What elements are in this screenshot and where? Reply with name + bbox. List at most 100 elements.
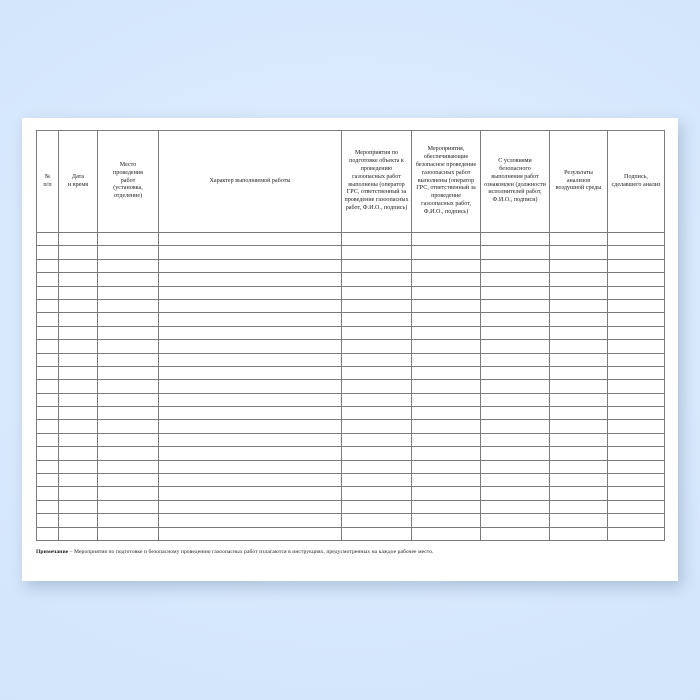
table-cell-safety_measures[interactable] bbox=[411, 365, 481, 381]
table-cell-no[interactable] bbox=[36, 459, 59, 475]
table-cell-place[interactable] bbox=[97, 285, 159, 300]
table-cell-analyst_signature[interactable] bbox=[607, 419, 665, 434]
table-cell-safety_measures[interactable] bbox=[411, 432, 481, 448]
table-cell-air_analysis[interactable] bbox=[549, 245, 608, 260]
table-cell-work_nature[interactable] bbox=[158, 379, 342, 394]
table-cell-safety_measures[interactable] bbox=[411, 258, 481, 274]
table-cell-briefing[interactable] bbox=[480, 272, 550, 287]
table-cell-preparation[interactable] bbox=[341, 365, 412, 381]
table-cell-date_time[interactable] bbox=[58, 473, 98, 488]
table-row[interactable] bbox=[36, 419, 665, 434]
table-cell-analyst_signature[interactable] bbox=[607, 513, 665, 528]
table-cell-safety_measures[interactable] bbox=[411, 231, 481, 247]
table-cell-place[interactable] bbox=[97, 231, 159, 247]
table-cell-safety_measures[interactable] bbox=[411, 285, 481, 300]
table-cell-analyst_signature[interactable] bbox=[607, 432, 665, 448]
table-cell-air_analysis[interactable] bbox=[549, 473, 608, 488]
table-cell-date_time[interactable] bbox=[58, 513, 98, 528]
table-cell-work_nature[interactable] bbox=[158, 473, 342, 488]
table-cell-preparation[interactable] bbox=[341, 298, 412, 314]
table-row[interactable] bbox=[36, 459, 665, 475]
table-cell-analyst_signature[interactable] bbox=[607, 526, 665, 541]
table-cell-air_analysis[interactable] bbox=[549, 526, 608, 541]
table-cell-no[interactable] bbox=[36, 272, 59, 287]
table-cell-date_time[interactable] bbox=[58, 486, 98, 501]
table-cell-date_time[interactable] bbox=[58, 499, 98, 515]
table-cell-preparation[interactable] bbox=[341, 419, 412, 434]
table-cell-place[interactable] bbox=[97, 352, 159, 367]
table-cell-air_analysis[interactable] bbox=[549, 432, 608, 448]
table-cell-no[interactable] bbox=[36, 285, 59, 300]
table-cell-place[interactable] bbox=[97, 298, 159, 314]
table-cell-date_time[interactable] bbox=[58, 379, 98, 394]
table-cell-place[interactable] bbox=[97, 486, 159, 501]
table-cell-analyst_signature[interactable] bbox=[607, 352, 665, 367]
table-row[interactable] bbox=[36, 339, 665, 354]
table-cell-air_analysis[interactable] bbox=[549, 446, 608, 461]
table-cell-preparation[interactable] bbox=[341, 486, 412, 501]
table-cell-no[interactable] bbox=[36, 339, 59, 354]
table-cell-analyst_signature[interactable] bbox=[607, 365, 665, 381]
table-cell-place[interactable] bbox=[97, 339, 159, 354]
table-cell-briefing[interactable] bbox=[480, 473, 550, 488]
table-cell-work_nature[interactable] bbox=[158, 365, 342, 381]
table-cell-place[interactable] bbox=[97, 379, 159, 394]
table-cell-work_nature[interactable] bbox=[158, 272, 342, 287]
table-cell-work_nature[interactable] bbox=[158, 419, 342, 434]
table-cell-briefing[interactable] bbox=[480, 419, 550, 434]
table-cell-briefing[interactable] bbox=[480, 231, 550, 247]
table-cell-air_analysis[interactable] bbox=[549, 365, 608, 381]
table-cell-air_analysis[interactable] bbox=[549, 298, 608, 314]
table-cell-preparation[interactable] bbox=[341, 312, 412, 327]
table-cell-safety_measures[interactable] bbox=[411, 352, 481, 367]
table-cell-no[interactable] bbox=[36, 392, 59, 408]
table-cell-analyst_signature[interactable] bbox=[607, 473, 665, 488]
table-cell-preparation[interactable] bbox=[341, 285, 412, 300]
table-cell-no[interactable] bbox=[36, 231, 59, 247]
table-cell-air_analysis[interactable] bbox=[549, 379, 608, 394]
table-cell-analyst_signature[interactable] bbox=[607, 285, 665, 300]
table-cell-briefing[interactable] bbox=[480, 365, 550, 381]
table-cell-date_time[interactable] bbox=[58, 272, 98, 287]
table-row[interactable] bbox=[36, 432, 665, 448]
table-cell-no[interactable] bbox=[36, 446, 59, 461]
table-row[interactable] bbox=[36, 379, 665, 394]
table-cell-no[interactable] bbox=[36, 432, 59, 448]
table-cell-work_nature[interactable] bbox=[158, 245, 342, 260]
table-cell-preparation[interactable] bbox=[341, 406, 412, 421]
table-cell-date_time[interactable] bbox=[58, 245, 98, 260]
table-cell-briefing[interactable] bbox=[480, 258, 550, 274]
table-row[interactable] bbox=[36, 486, 665, 501]
table-cell-preparation[interactable] bbox=[341, 325, 412, 341]
table-cell-no[interactable] bbox=[36, 486, 59, 501]
table-cell-preparation[interactable] bbox=[341, 473, 412, 488]
table-row[interactable] bbox=[36, 231, 665, 247]
table-cell-no[interactable] bbox=[36, 325, 59, 341]
table-cell-air_analysis[interactable] bbox=[549, 285, 608, 300]
table-cell-briefing[interactable] bbox=[480, 406, 550, 421]
table-cell-preparation[interactable] bbox=[341, 392, 412, 408]
table-cell-safety_measures[interactable] bbox=[411, 392, 481, 408]
table-cell-place[interactable] bbox=[97, 245, 159, 260]
table-row[interactable] bbox=[36, 499, 665, 515]
table-cell-no[interactable] bbox=[36, 526, 59, 541]
table-cell-analyst_signature[interactable] bbox=[607, 499, 665, 515]
table-cell-preparation[interactable] bbox=[341, 499, 412, 515]
table-cell-place[interactable] bbox=[97, 459, 159, 475]
table-cell-place[interactable] bbox=[97, 419, 159, 434]
table-cell-date_time[interactable] bbox=[58, 285, 98, 300]
table-cell-safety_measures[interactable] bbox=[411, 473, 481, 488]
table-cell-safety_measures[interactable] bbox=[411, 419, 481, 434]
table-cell-date_time[interactable] bbox=[58, 406, 98, 421]
table-cell-preparation[interactable] bbox=[341, 272, 412, 287]
table-cell-briefing[interactable] bbox=[480, 245, 550, 260]
table-row[interactable] bbox=[36, 245, 665, 260]
table-cell-no[interactable] bbox=[36, 312, 59, 327]
table-cell-no[interactable] bbox=[36, 513, 59, 528]
table-cell-safety_measures[interactable] bbox=[411, 406, 481, 421]
table-row[interactable] bbox=[36, 406, 665, 421]
table-cell-place[interactable] bbox=[97, 446, 159, 461]
table-cell-air_analysis[interactable] bbox=[549, 325, 608, 341]
table-row[interactable] bbox=[36, 526, 665, 541]
table-cell-briefing[interactable] bbox=[480, 526, 550, 541]
